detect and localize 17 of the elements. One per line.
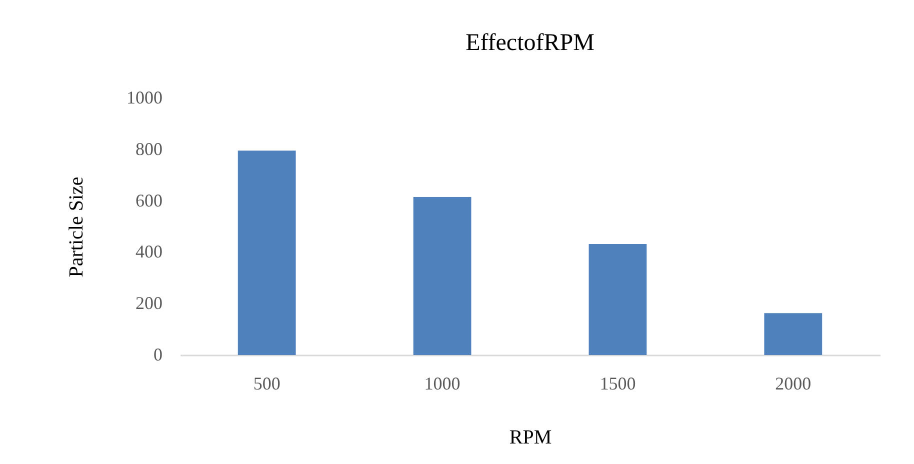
y-tick-label: 200: [136, 293, 162, 314]
chart-title: EffectofRPM: [466, 30, 594, 56]
bar: [238, 150, 296, 355]
y-tick-label: 1000: [126, 88, 162, 108]
y-tick-label: 400: [136, 242, 162, 262]
y-axis-title: Particle Size: [66, 176, 88, 278]
x-tick-label: 1500: [600, 374, 636, 394]
y-tick-label: 800: [136, 138, 162, 159]
bar: [413, 196, 472, 355]
y-tick-label: 600: [136, 190, 162, 210]
x-axis-title: RPM: [509, 426, 552, 448]
y-tick-label: 0: [154, 344, 162, 364]
bar: [764, 313, 822, 355]
x-tick-label: 500: [253, 374, 280, 394]
x-tick-label: 1000: [424, 374, 460, 394]
bar: [588, 244, 647, 355]
x-tick-label: 2000: [775, 374, 812, 394]
